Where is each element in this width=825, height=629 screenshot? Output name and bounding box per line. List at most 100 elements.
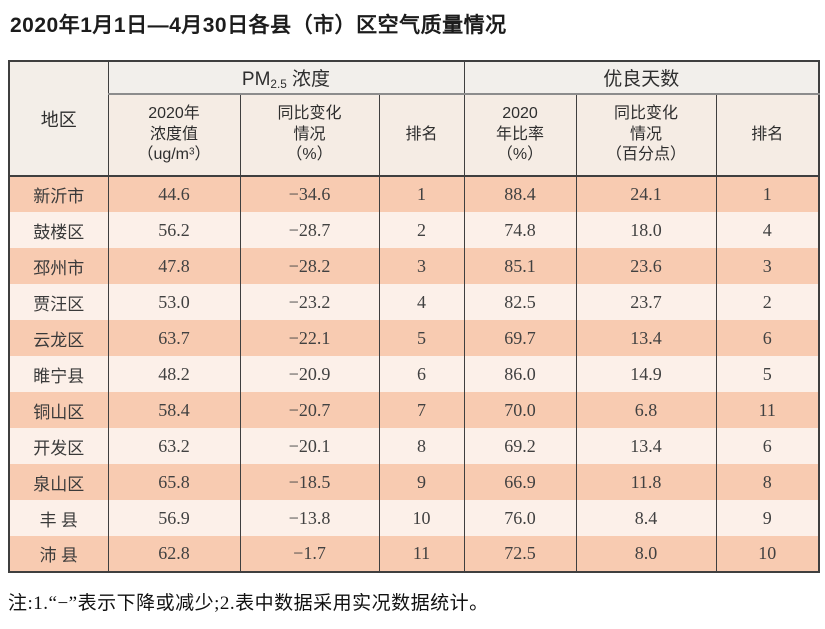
pm-rank-cell: 1: [378, 176, 465, 212]
good-rank-cell: 9: [715, 500, 820, 536]
region-cell: 云龙区: [8, 320, 109, 356]
good-change-cell: 11.8: [575, 464, 717, 500]
pm-value-cell: 44.6: [107, 176, 241, 212]
footnote: 注:1.“−”表示下降或减少;2.表中数据采用实况数据统计。: [8, 593, 489, 614]
pm-change-cell: −22.1: [239, 320, 380, 356]
air-quality-table: 地区 PM2.5 浓度 优良天数 2020年 浓度值 （ug/m3） 同比变化 情…: [8, 60, 820, 573]
pm-rank-cell: 7: [378, 392, 465, 428]
good-rank-cell: 6: [715, 320, 820, 356]
pm-value-cell: 47.8: [107, 248, 241, 284]
pm-value-cell: 58.4: [107, 392, 241, 428]
table-header: 地区 PM2.5 浓度 优良天数 2020年 浓度值 （ug/m3） 同比变化 情…: [8, 61, 820, 177]
pm-change-cell: −23.2: [239, 284, 380, 320]
pm-rank-cell: 10: [378, 500, 465, 536]
pm-change-cell: −18.5: [239, 464, 380, 500]
good-rate-cell: 88.4: [463, 176, 577, 212]
good-change-cell: 6.8: [575, 392, 717, 428]
table-row: 贾汪区 53.0 −23.2 4 82.5 23.7 2: [8, 284, 820, 320]
region-cell: 泉山区: [8, 464, 109, 500]
pm-change-cell: −34.6: [239, 176, 380, 212]
table-header-sub-row: 2020年 浓度值 （ug/m3） 同比变化 情况 （%） 排名 2020 年比率…: [9, 94, 820, 177]
region-cell: 鼓楼区: [8, 212, 109, 248]
good-rate-cell: 70.0: [463, 392, 577, 428]
pm-change-cell: −13.8: [239, 500, 380, 536]
region-cell: 丰 县: [8, 500, 109, 536]
good-change-cell: 13.4: [575, 428, 717, 464]
good-rank-cell: 3: [715, 248, 820, 284]
good-rate-cell: 86.0: [463, 356, 577, 392]
good-change-cell: 18.0: [575, 212, 717, 248]
column-group-pm25: PM2.5 浓度: [107, 61, 465, 95]
region-cell: 贾汪区: [8, 284, 109, 320]
good-rank-cell: 6: [715, 428, 820, 464]
good-rate-cell: 69.7: [463, 320, 577, 356]
table-row: 云龙区 63.7 −22.1 5 69.7 13.4 6: [8, 320, 820, 356]
pm-change-cell: −20.7: [239, 392, 380, 428]
pm-rank-cell: 2: [378, 212, 465, 248]
good-rate-cell: 76.0: [463, 500, 577, 536]
column-group-good-days: 优良天数: [463, 61, 820, 95]
pm-value-cell: 56.9: [107, 500, 241, 536]
table-row: 睢宁县 48.2 −20.9 6 86.0 14.9 5: [8, 356, 820, 392]
table-row: 开发区 63.2 −20.1 8 69.2 13.4 6: [8, 428, 820, 464]
pm-rank-cell: 11: [378, 536, 465, 572]
table-header-group-row: 地区 PM2.5 浓度 优良天数: [8, 61, 820, 177]
page-title: 2020年1月1日—4月30日各县（市）区空气质量情况: [10, 14, 507, 37]
good-rank-cell: 5: [715, 356, 820, 392]
table-row: 沛 县 62.8 −1.7 11 72.5 8.0 10: [8, 536, 820, 572]
region-cell: 开发区: [8, 428, 109, 464]
good-change-cell: 24.1: [575, 176, 717, 212]
column-header-pm-change: 同比变化 情况 （%）: [239, 94, 380, 177]
region-cell: 邳州市: [8, 248, 109, 284]
pm-value-cell: 53.0: [107, 284, 241, 320]
region-cell: 睢宁县: [8, 356, 109, 392]
region-cell: 沛 县: [8, 536, 109, 572]
good-change-cell: 8.4: [575, 500, 717, 536]
table-row: 泉山区 65.8 −18.5 9 66.9 11.8 8: [8, 464, 820, 500]
good-change-cell: 13.4: [575, 320, 717, 356]
pm-change-cell: −28.7: [239, 212, 380, 248]
column-header-region: 地区: [8, 61, 109, 177]
good-rate-cell: 74.8: [463, 212, 577, 248]
good-rank-cell: 4: [715, 212, 820, 248]
pm-value-cell: 56.2: [107, 212, 241, 248]
column-header-good-rank: 排名: [715, 94, 820, 177]
column-header-good-change: 同比变化 情况 （百分点）: [575, 94, 717, 177]
pm-rank-cell: 6: [378, 356, 465, 392]
good-change-cell: 23.7: [575, 284, 717, 320]
pm-value-cell: 62.8: [107, 536, 241, 572]
column-header-pm-rank: 排名: [378, 94, 465, 177]
table-body: 新沂市 44.6 −34.6 1 88.4 24.1 1 鼓楼区 56.2 −2…: [8, 176, 820, 572]
pm-value-cell: 48.2: [107, 356, 241, 392]
good-change-cell: 23.6: [575, 248, 717, 284]
good-change-cell: 8.0: [575, 536, 717, 572]
good-rank-cell: 10: [715, 536, 820, 572]
pm-value-cell: 65.8: [107, 464, 241, 500]
pm-change-cell: −20.9: [239, 356, 380, 392]
pm-change-cell: −28.2: [239, 248, 380, 284]
good-rate-cell: 82.5: [463, 284, 577, 320]
pm-rank-cell: 9: [378, 464, 465, 500]
pm-rank-cell: 8: [378, 428, 465, 464]
pm-rank-cell: 3: [378, 248, 465, 284]
good-rank-cell: 8: [715, 464, 820, 500]
table-row: 新沂市 44.6 −34.6 1 88.4 24.1 1: [8, 176, 820, 212]
good-change-cell: 14.9: [575, 356, 717, 392]
column-header-pm-value: 2020年 浓度值 （ug/m3）: [107, 94, 241, 177]
good-rate-cell: 69.2: [463, 428, 577, 464]
good-rate-cell: 85.1: [463, 248, 577, 284]
pm-change-cell: −20.1: [239, 428, 380, 464]
table-row: 邳州市 47.8 −28.2 3 85.1 23.6 3: [8, 248, 820, 284]
table-row: 铜山区 58.4 −20.7 7 70.0 6.8 11: [8, 392, 820, 428]
pm-rank-cell: 4: [378, 284, 465, 320]
pm-rank-cell: 5: [378, 320, 465, 356]
column-header-good-rate: 2020 年比率 （%）: [463, 94, 577, 177]
pm-change-cell: −1.7: [239, 536, 380, 572]
good-rate-cell: 66.9: [463, 464, 577, 500]
table-row: 鼓楼区 56.2 −28.7 2 74.8 18.0 4: [8, 212, 820, 248]
good-rank-cell: 2: [715, 284, 820, 320]
good-rate-cell: 72.5: [463, 536, 577, 572]
good-rank-cell: 11: [715, 392, 820, 428]
region-cell: 铜山区: [8, 392, 109, 428]
pm25-label: PM2.5 浓度: [241, 69, 331, 91]
